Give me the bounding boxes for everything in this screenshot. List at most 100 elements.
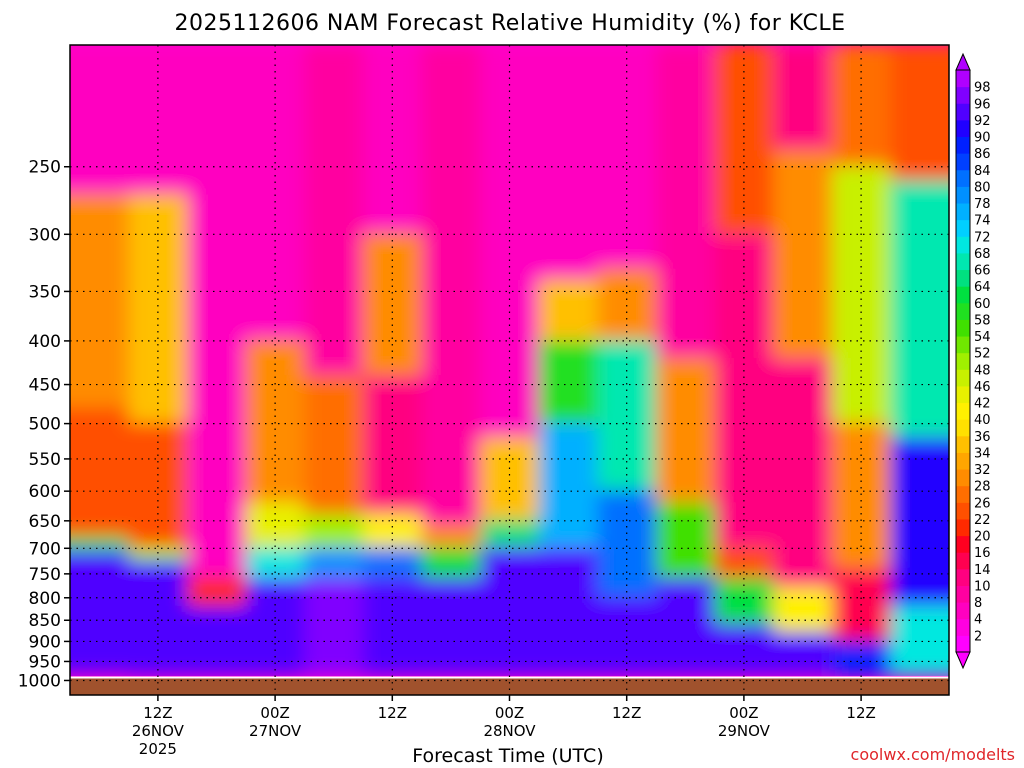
x-tick-label: 00Z <box>260 704 289 722</box>
x-tick-label: 12Z <box>143 704 172 722</box>
y-tick-label: 800 <box>29 589 61 609</box>
colorbar-swatch <box>956 352 970 370</box>
colorbar-label: 22 <box>974 513 991 528</box>
colorbar-label: 92 <box>974 114 991 129</box>
y-tick-label: 500 <box>29 415 61 435</box>
colorbar-label: 28 <box>974 480 991 495</box>
colorbar-swatch <box>956 286 970 304</box>
colorbar-swatch <box>956 203 970 221</box>
y-tick-label: 1000 <box>18 671 61 691</box>
colorbar-swatch <box>956 469 970 487</box>
humidity-cell <box>773 150 833 360</box>
colorbar-label: 20 <box>974 530 991 545</box>
humidity-cell <box>245 577 306 676</box>
ground-surface <box>70 677 949 695</box>
colorbar-swatch <box>956 319 970 337</box>
humidity-field <box>70 45 949 676</box>
colorbar-label: 64 <box>974 280 991 295</box>
colorbar-label: 32 <box>974 463 991 478</box>
x-tick-label: 26NOV <box>132 722 185 740</box>
colorbar-label: 16 <box>974 546 991 561</box>
x-tick-label: 12Z <box>378 704 407 722</box>
y-tick-label: 650 <box>29 512 61 532</box>
colorbar-swatch <box>956 602 970 620</box>
colorbar-bottom-arrow <box>955 651 971 670</box>
colorbar-swatch <box>956 552 970 570</box>
humidity-cell <box>538 279 599 342</box>
humidity-cell <box>831 640 892 676</box>
chart-title: 2025112606 NAM Forecast Relative Humidit… <box>174 11 845 36</box>
colorbar-label: 74 <box>974 214 991 229</box>
humidity-cell <box>480 519 540 550</box>
humidity-cell <box>421 525 482 550</box>
colorbar-swatch <box>956 336 970 354</box>
humidity-cell <box>421 45 482 528</box>
y-tick-label: 250 <box>29 158 61 178</box>
y-tick-label: 600 <box>29 482 61 502</box>
colorbar-frame <box>955 69 971 653</box>
humidity-cell <box>304 45 364 378</box>
colorbar-label: 48 <box>974 363 991 378</box>
colorbar-label: 72 <box>974 230 991 245</box>
humidity-cell <box>597 490 657 599</box>
colorbar-label: 96 <box>974 97 991 112</box>
humidity-cell <box>304 375 364 517</box>
humidity-cell <box>70 536 130 552</box>
colorbar-swatch <box>956 535 970 553</box>
colorbar-swatch <box>956 236 970 254</box>
y-tick-label: 550 <box>29 450 61 470</box>
y-tick-label: 750 <box>29 565 61 585</box>
colorbar-label: 40 <box>974 413 991 428</box>
colorbar-swatch <box>956 618 970 636</box>
colorbar-label: 52 <box>974 347 991 362</box>
humidity-cell <box>128 422 189 550</box>
humidity-cell <box>128 45 189 197</box>
colorbar-swatch <box>956 153 970 171</box>
colorbar-label: 26 <box>974 496 991 511</box>
humidity-cell <box>538 422 599 550</box>
x-tick-label: 12Z <box>846 704 875 722</box>
humidity-cell <box>70 407 130 539</box>
colorbar-label: 42 <box>974 397 991 412</box>
humidity-cell <box>70 45 130 197</box>
y-axis: 2503003504004505005506006507007508008509… <box>18 158 70 691</box>
colorbar-swatch <box>956 635 970 653</box>
colorbar-swatch <box>956 402 970 420</box>
colorbar-swatch <box>956 70 970 88</box>
humidity-cell <box>890 45 949 183</box>
humidity-cell <box>538 339 599 425</box>
colorbar-swatch <box>956 119 970 138</box>
humidity-cell <box>656 502 716 580</box>
humidity-cell <box>304 577 364 676</box>
credit-text: coolwx.com/modelts <box>851 745 1015 764</box>
humidity-cell <box>187 605 247 676</box>
colorbar-label: 4 <box>974 613 982 628</box>
humidity-cell <box>656 577 716 676</box>
humidity-cell <box>70 194 130 410</box>
colorbar-swatch <box>956 186 970 204</box>
humidity-cell <box>714 233 775 550</box>
colorbar-swatch <box>956 219 970 237</box>
humidity-cell <box>656 45 716 360</box>
colorbar-label: 58 <box>974 313 991 328</box>
humidity-cell <box>128 194 189 425</box>
x-tick-label: 29NOV <box>718 722 771 740</box>
colorbar-swatch <box>956 502 970 520</box>
colorbar-swatch <box>956 385 970 404</box>
y-tick-label: 700 <box>29 539 61 559</box>
colorbar-swatch <box>956 452 970 470</box>
humidity-cell <box>245 45 306 342</box>
humidity-cell <box>245 502 306 550</box>
humidity-cell <box>187 45 247 580</box>
colorbar-swatch <box>956 585 970 603</box>
humidity-cell <box>656 357 716 505</box>
colorbar-swatch <box>956 269 970 287</box>
x-tick-label: 2025 <box>139 740 177 758</box>
humidity-cell <box>480 45 540 440</box>
x-tick-label: 27NOV <box>249 722 302 740</box>
humidity-cell <box>831 422 892 570</box>
humidity-cell <box>304 547 364 580</box>
colorbar-swatch <box>956 485 970 503</box>
colorbar-label: 14 <box>974 563 991 578</box>
